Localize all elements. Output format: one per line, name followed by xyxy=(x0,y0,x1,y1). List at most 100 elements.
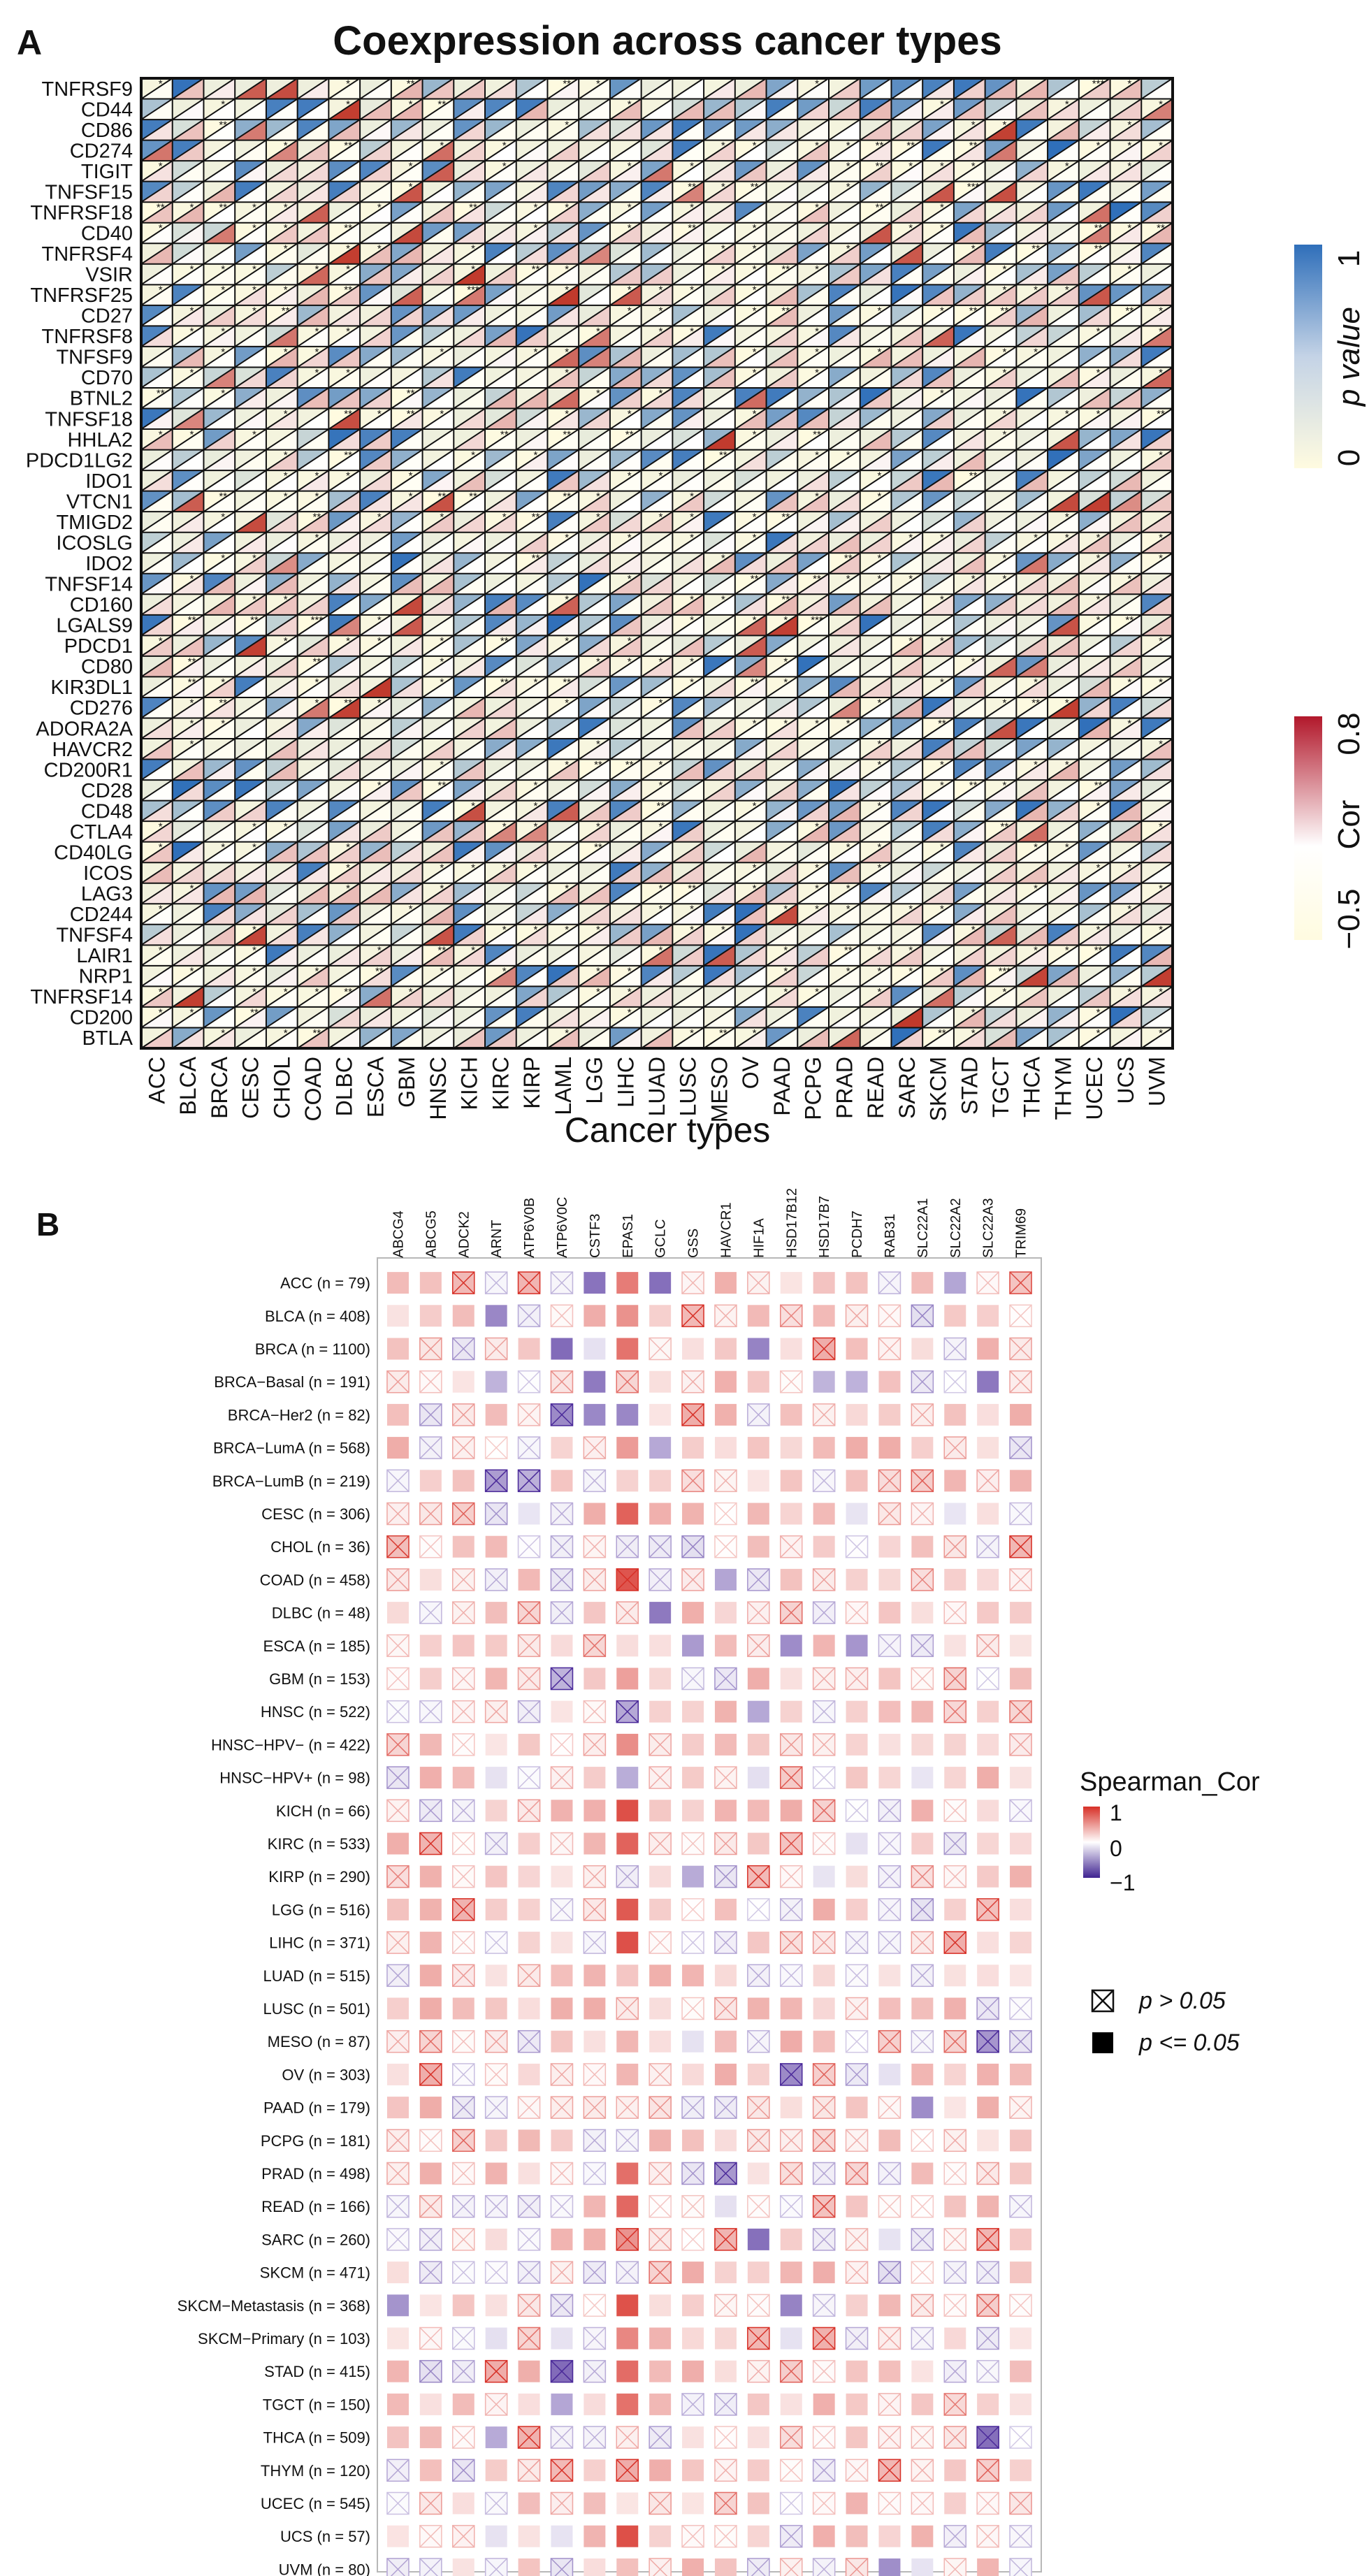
heatmap-a-significance-mark: ** xyxy=(563,491,571,502)
heatmap-a-cell xyxy=(890,98,923,120)
heatmap-a-cell xyxy=(328,160,361,182)
heatmap-a-cell xyxy=(860,635,892,657)
heatmap-a-cell: * xyxy=(985,119,1017,141)
heatmap-a-diagonal xyxy=(1047,243,1080,265)
heatmap-a-diagonal xyxy=(297,531,329,554)
heatmap-a-diagonal xyxy=(266,635,298,657)
heatmap-a-diagonal xyxy=(641,263,673,286)
heatmap-a-cell xyxy=(953,738,986,760)
heatmap-a-diagonal xyxy=(1047,449,1080,471)
heatmap-a-cell xyxy=(359,572,392,595)
heatmap-a-diagonal xyxy=(985,470,1017,492)
heatmap-a-cell: * xyxy=(172,738,205,760)
heatmap-a-cell xyxy=(1015,325,1048,347)
heatmap-a-diagonal xyxy=(953,98,986,120)
heatmap-a-cell xyxy=(421,614,454,637)
heatmap-a-diagonal xyxy=(297,284,329,306)
heatmap-a-cell xyxy=(297,119,329,141)
heatmap-a-diagonal xyxy=(1140,139,1173,161)
heatmap-a-diagonal xyxy=(703,614,736,637)
heatmap-a-diagonal xyxy=(234,407,267,430)
heatmap-a-cell xyxy=(266,511,298,533)
heatmap-a-diagonal xyxy=(266,222,298,245)
heatmap-a-diagonal xyxy=(703,139,736,161)
heatmap-a-cell: * xyxy=(922,779,955,802)
heatmap-a-cell xyxy=(734,160,767,182)
heatmap-a-cell xyxy=(328,593,361,616)
heatmap-a-significance-mark: ** xyxy=(751,676,759,688)
heatmap-a-significance-mark: ** xyxy=(1125,614,1133,626)
heatmap-a-diagonal xyxy=(453,325,486,347)
heatmap-a-cell xyxy=(672,779,704,802)
heatmap-a-cell: * xyxy=(297,346,329,368)
heatmap-a-cell xyxy=(234,697,267,719)
heatmap-a-significance-mark: * xyxy=(658,284,662,296)
heatmap-a-diagonal xyxy=(234,531,267,554)
heatmap-a-cell: ** xyxy=(985,305,1017,327)
heatmap-a-cell xyxy=(641,717,673,739)
heatmap-a-cell xyxy=(765,78,798,100)
heatmap-a-cell: * xyxy=(578,78,611,100)
heatmap-a-significance-mark: * xyxy=(190,263,194,275)
heatmap-a-diagonal xyxy=(1109,407,1142,430)
heatmap-a-cell: * xyxy=(328,470,361,492)
heatmap-a-cell: * xyxy=(578,511,611,533)
heatmap-a-diagonal xyxy=(860,325,892,347)
heatmap-a-diagonal xyxy=(516,490,549,513)
heatmap-a-significance-mark: * xyxy=(1127,573,1131,585)
heatmap-a-diagonal xyxy=(359,160,392,182)
heatmap-a-diagonal xyxy=(140,387,173,410)
heatmap-a-diagonal xyxy=(172,511,205,533)
heatmap-a-cell xyxy=(609,78,642,100)
heatmap-a-cell xyxy=(484,325,517,347)
heatmap-a-cell xyxy=(890,511,923,533)
heatmap-a-cell xyxy=(1078,305,1111,327)
heatmap-a-cell xyxy=(953,346,986,368)
heatmap-a-significance-mark: * xyxy=(221,676,225,688)
heatmap-a-cell xyxy=(484,346,517,368)
heatmap-a-significance-mark: * xyxy=(284,449,288,461)
heatmap-a-diagonal xyxy=(546,305,579,327)
heatmap-a-diagonal xyxy=(922,263,955,286)
heatmap-a-cell: ** xyxy=(266,305,298,327)
heatmap-a-diagonal xyxy=(672,593,704,616)
heatmap-a-cell: ** xyxy=(1078,779,1111,802)
heatmap-a-cell: * xyxy=(391,470,423,492)
heatmap-a-cell xyxy=(953,263,986,286)
heatmap-a-diagonal xyxy=(516,201,549,224)
heatmap-a-cell xyxy=(890,180,923,203)
heatmap-a-cell xyxy=(297,593,329,616)
heatmap-a-cell xyxy=(985,98,1017,120)
heatmap-a-cell xyxy=(703,635,736,657)
heatmap-a-diagonal xyxy=(484,635,517,657)
heatmap-a-diagonal xyxy=(797,490,830,513)
heatmap-a-diagonal xyxy=(297,407,329,430)
heatmap-a-cell xyxy=(234,180,267,203)
heatmap-a-diagonal xyxy=(328,78,361,100)
heatmap-a-cell xyxy=(297,284,329,306)
heatmap-a-cell xyxy=(1047,470,1080,492)
heatmap-a-diagonal xyxy=(860,490,892,513)
heatmap-a-cell xyxy=(140,697,173,719)
heatmap-a-diagonal xyxy=(828,449,861,471)
heatmap-a-cell: * xyxy=(203,98,236,120)
heatmap-a-cell xyxy=(765,160,798,182)
heatmap-a-cell: * xyxy=(297,490,329,513)
heatmap-a-significance-mark: * xyxy=(1065,408,1069,420)
heatmap-a-diagonal xyxy=(1047,180,1080,203)
heatmap-a-diagonal xyxy=(609,531,642,554)
heatmap-a-cell xyxy=(203,180,236,203)
heatmap-a-diagonal xyxy=(1078,160,1111,182)
heatmap-a-diagonal xyxy=(421,470,454,492)
heatmap-a-cell xyxy=(234,449,267,471)
heatmap-a-cell xyxy=(797,593,830,616)
heatmap-a-diagonal xyxy=(172,180,205,203)
heatmap-a-diagonal xyxy=(328,614,361,637)
heatmap-a-diagonal xyxy=(203,119,236,141)
heatmap-a-significance-mark: * xyxy=(658,470,662,482)
heatmap-a-cell: ** xyxy=(953,305,986,327)
heatmap-a-diagonal xyxy=(1078,78,1111,100)
heatmap-a-cell xyxy=(140,738,173,760)
heatmap-a-cell xyxy=(828,325,861,347)
heatmap-a-cell xyxy=(391,717,423,739)
